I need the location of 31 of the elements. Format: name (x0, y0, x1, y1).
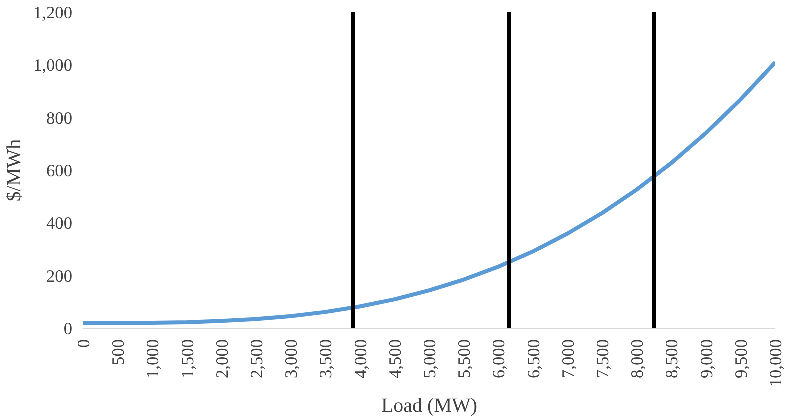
y-tick-label: 800 (46, 108, 73, 128)
x-tick-label: 4,000 (351, 339, 370, 378)
x-tick-label: 2,500 (248, 339, 266, 378)
y-tick-label: 1,200 (34, 4, 73, 22)
x-axis-title: Load (MW) (381, 395, 478, 418)
y-tick-label: 0 (64, 320, 73, 338)
x-tick-label: 6,000 (490, 339, 509, 378)
x-tick-label: 5,000 (420, 339, 440, 378)
y-tick-label: 200 (46, 266, 73, 286)
x-tick-label: 9,500 (732, 339, 751, 378)
x-tick-label: 0 (74, 339, 94, 348)
line-series (84, 60, 776, 326)
y-tick-label: 400 (46, 214, 73, 234)
x-tick-label: 5,500 (455, 339, 474, 378)
x-tick-label: 6,500 (524, 339, 544, 378)
x-tick-label: 2,000 (212, 339, 232, 378)
x-tick-label: 3,500 (316, 339, 336, 378)
y-tick-label: 600 (46, 162, 73, 180)
x-tick-label: 3,000 (282, 339, 302, 378)
x-tick-label: 10,000 (766, 339, 786, 388)
x-tick-label: 4,500 (386, 339, 405, 378)
x-tick-label: 1,000 (144, 339, 163, 378)
y-tick-label: 1,000 (34, 56, 73, 76)
x-tick-label: 8,000 (628, 339, 648, 378)
x-tick-label: 7,000 (558, 339, 578, 378)
x-tick-label: 1,500 (178, 339, 198, 378)
x-tick-label: 8,500 (662, 339, 682, 378)
x-tick-label: 9,000 (697, 339, 716, 378)
x-tick-label: 7,500 (594, 339, 612, 378)
y-axis-title: $/MWh (4, 139, 26, 202)
x-tick-label: 500 (109, 339, 128, 366)
